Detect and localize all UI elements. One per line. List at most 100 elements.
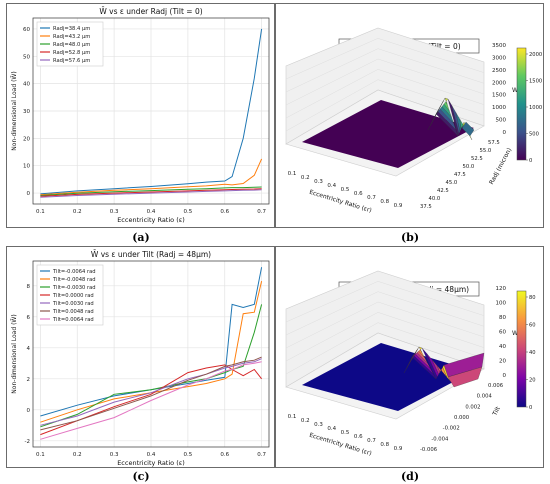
series-line [40, 280, 263, 423]
y-tick-label: -2 [25, 439, 30, 445]
y-tick-label: 0.000 [454, 415, 470, 421]
chart-title: W̄ vs ε under Radj (Tilt = 0) [99, 7, 202, 16]
chart-title: W̄ vs ε under Tilt (Radj = 48μm) [91, 250, 211, 259]
pane-grid-line [377, 58, 485, 95]
pane-grid-line [377, 48, 485, 84]
caption-a: (a) [132, 231, 150, 244]
pane-grid-line [377, 301, 485, 338]
pane-grid-line [285, 38, 379, 80]
x-tick-label: 0.5 [341, 430, 350, 436]
legend-label: Tilt=0.0000 rad [52, 293, 94, 299]
y-tick-label: 42.5 [437, 188, 449, 194]
pane-grid-line [285, 312, 379, 362]
z-tick-label: 0 [503, 373, 507, 379]
x-tick-label: 0.2 [301, 175, 310, 181]
series-line [40, 186, 262, 196]
legend-label: Tilt=-0.0030 rad [52, 285, 96, 291]
legend-label: Tilt=0.0030 rad [52, 301, 94, 307]
legend-label: Radj=38.4 µm [53, 26, 90, 32]
plot-frame [32, 17, 270, 205]
x-tick-label: 0.1 [288, 414, 297, 420]
z-axis-label: W [512, 330, 518, 337]
pane-grid-line [377, 281, 485, 316]
z-tick-label: 100 [496, 301, 507, 307]
pane-grid-line [285, 79, 379, 132]
panel-b-surface-plot: W̄ vs ε under Radj (Tilt = 0)05001000150… [275, 3, 544, 228]
colorbar-tick-label: 80 [529, 295, 536, 301]
series-line [40, 361, 262, 440]
z-tick-label: 2000 [492, 80, 506, 86]
pane-grid-line [285, 58, 379, 106]
y-tick-label: 40.0 [429, 196, 441, 202]
y-tick-label: 4 [27, 346, 31, 352]
x-tick-label: 0.7 [257, 209, 266, 215]
surface-facet [447, 366, 483, 388]
colorbar [516, 47, 527, 161]
y-tick-label: -0.002 [443, 426, 460, 432]
colorbar-tick-label: 0 [529, 158, 532, 164]
y-tick-label: 8 [27, 284, 31, 290]
panel-d-surface-plot: W̄ vs ε under Tilt (Radj = 48μm)02040608… [275, 246, 544, 468]
pane-grid-line [285, 69, 379, 119]
y-tick-label: 6 [27, 315, 31, 321]
y-tick-label: 52.5 [471, 156, 483, 162]
legend-label: Radj=48.0 µm [53, 42, 90, 48]
series-line [40, 158, 263, 196]
series-line [40, 28, 263, 195]
pane-grid-line [377, 322, 485, 359]
x-tick-label: 0.6 [220, 452, 229, 458]
x-tick-label: 0.9 [394, 203, 403, 209]
y-tick-label: 0.002 [465, 404, 480, 410]
x-tick-label: 0.6 [220, 209, 229, 215]
x-tick-label: 0.8 [380, 442, 389, 448]
x-tick-label: 0.4 [147, 452, 156, 458]
z-tick-label: 1500 [492, 93, 506, 99]
x-axis-label: Eccentricity Ratio (ε) [117, 459, 185, 467]
z-tick-label: 120 [496, 286, 507, 292]
y-tick-label: 55.0 [480, 148, 492, 154]
z-tick-label: 40 [499, 344, 506, 350]
y-tick-label: 57.5 [488, 140, 500, 146]
x-tick-label: 0.6 [354, 434, 363, 440]
colorbar-tick-label: 2000 [529, 52, 542, 58]
pane-grid-line [377, 79, 485, 116]
colorbar-tick-label: 40 [529, 350, 536, 356]
x-tick-label: 0.5 [184, 209, 193, 215]
colorbar-tick-label: 60 [529, 323, 536, 329]
x-tick-label: 0.2 [73, 452, 82, 458]
x-tick-label: 0.4 [147, 209, 156, 215]
x-tick-label: 0.3 [314, 422, 323, 428]
z-axis-label: W [512, 87, 518, 94]
colorbar-tick-label: 1500 [529, 79, 542, 85]
colorbar [516, 290, 527, 408]
y-tick-label: 20 [23, 136, 30, 142]
panel-c-line-chart: W̄ vs ε under Tilt (Radj = 48μm) 0.1 0.2 0.… [6, 246, 275, 468]
legend-label: Tilt=-0.0064 rad [52, 269, 96, 275]
pane-grid-line [285, 301, 379, 349]
caption-b: (b) [400, 231, 420, 244]
pane-grid-line [377, 312, 485, 348]
x-tick-label: 0.4 [327, 183, 336, 189]
x-tick-label: 0.3 [110, 209, 119, 215]
legend-label: Radj=52.8 µm [53, 50, 90, 56]
z-tick-label: 0 [503, 130, 507, 136]
pane-grid-line [377, 291, 485, 327]
pane-grid-line [285, 281, 379, 323]
y-tick-label: -0.006 [420, 447, 438, 453]
y-tick-label: 0.006 [488, 383, 504, 389]
y-axis-label: Radj (micron) [488, 147, 513, 186]
x-tick-label: 0.5 [341, 187, 350, 193]
caption-d: (d) [400, 470, 420, 483]
pane-grid-line [285, 291, 379, 336]
z-tick-label: 60 [499, 330, 506, 336]
pane-grid-line [377, 69, 485, 105]
chart-d-svg: W̄ vs ε under Tilt (Radj = 48μm)02040608… [285, 270, 536, 457]
x-tick-label: 0.1 [36, 209, 45, 215]
series-line [40, 267, 263, 417]
y-tick-label: 10 [23, 164, 30, 170]
y-tick-label: 60 [23, 27, 30, 33]
x-axis-label: Eccentricity Ratio (ε) [117, 216, 185, 224]
y-axis-label: Non-dimensional Load (W̄) [11, 71, 18, 150]
legend-label: Radj=43.2 µm [53, 34, 90, 40]
y-tick-label: 40 [23, 82, 30, 88]
